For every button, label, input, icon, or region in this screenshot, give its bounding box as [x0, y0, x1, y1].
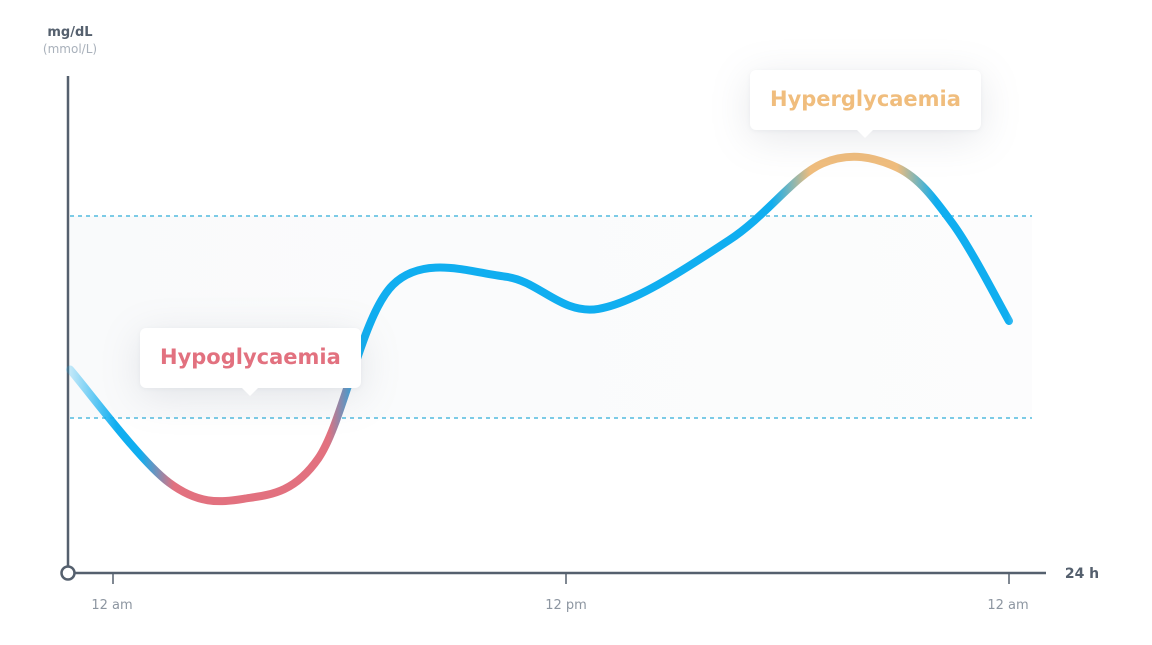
x-tick-label: 12 pm: [545, 598, 587, 613]
x-axis-label: 24 h: [1065, 566, 1099, 582]
glucose-curve: [66, 152, 1013, 506]
axis-origin-marker: [60, 565, 76, 581]
x-tick-label: 12 am: [987, 598, 1028, 613]
hypoglycaemia-callout: Hypoglycaemia: [140, 328, 361, 396]
y-axis-label: mg/dL: [47, 25, 92, 40]
x-tick-label: 12 am: [91, 598, 132, 613]
hyperglycaemia-callout: Hyperglycaemia: [750, 70, 981, 138]
y-axis-sublabel: (mmol/L): [43, 42, 97, 56]
